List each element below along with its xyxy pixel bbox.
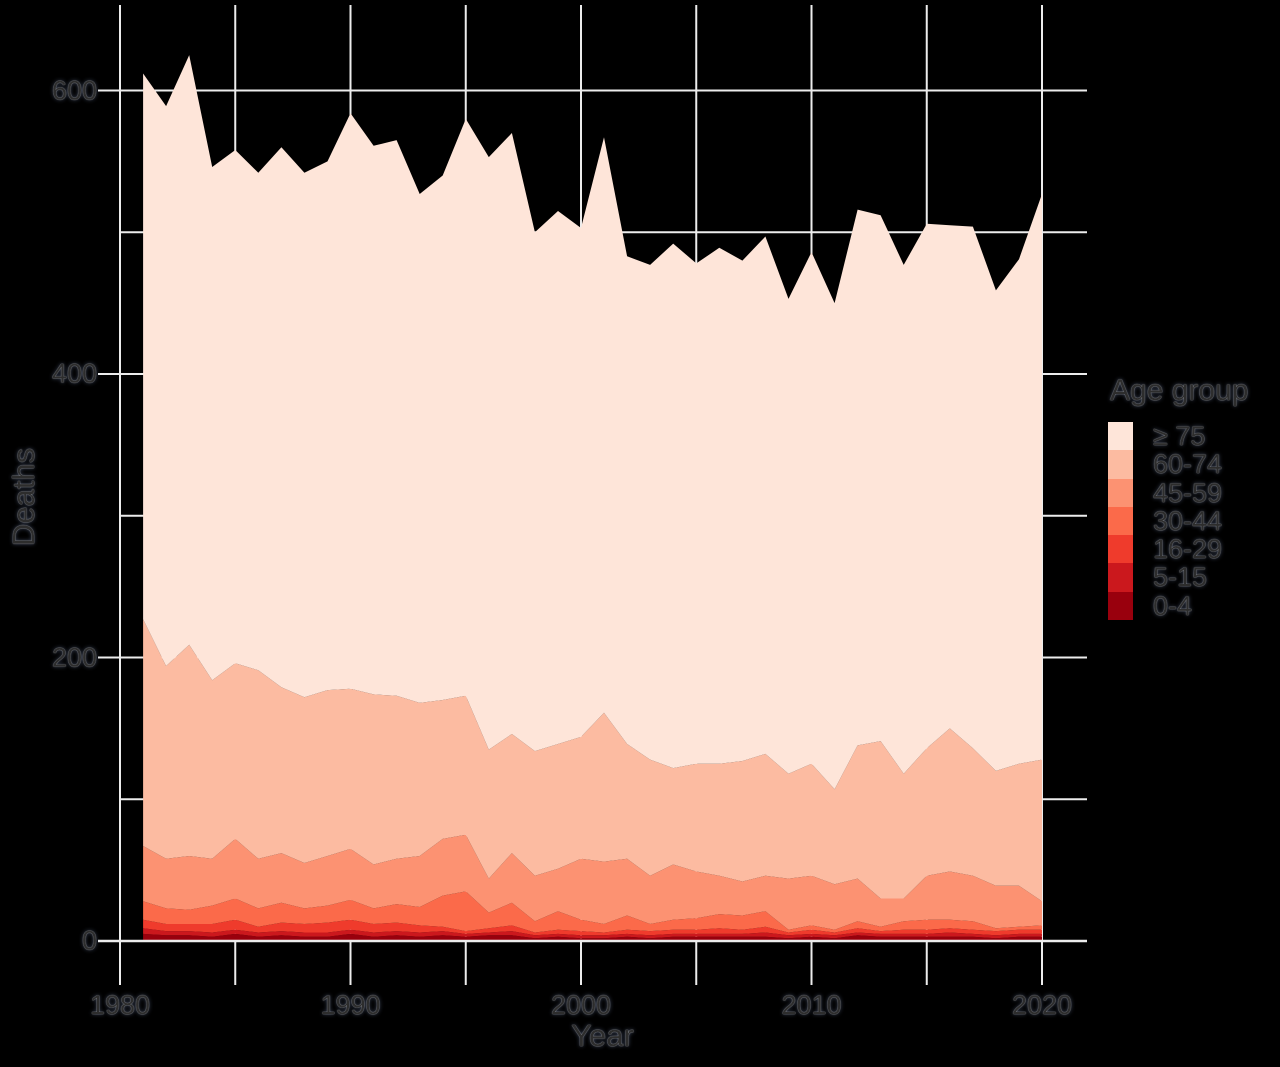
legend-item-60-74: 60-74 bbox=[1108, 449, 1248, 480]
legend-swatch-0-4 bbox=[1108, 591, 1133, 621]
area-band-≥ 75 bbox=[143, 55, 1043, 790]
legend-label-5-15: 5-15 bbox=[1153, 562, 1208, 593]
legend-label-16-29: 16-29 bbox=[1153, 534, 1223, 565]
legend-label-≥ 75: ≥ 75 bbox=[1153, 421, 1206, 451]
area-band-45-59 bbox=[143, 834, 1043, 930]
legend-swatch-30-44 bbox=[1108, 506, 1133, 536]
y-axis-title: Deaths bbox=[6, 447, 41, 547]
legend-swatch-60-74 bbox=[1108, 450, 1133, 479]
legend-title: Age group bbox=[1110, 374, 1249, 407]
legend-label-30-44: 30-44 bbox=[1153, 505, 1223, 536]
legend-rows: ≥ 75 60-74 45-59 30-44 16-29 5-15 0-4 bbox=[1108, 422, 1248, 620]
legend-label-45-59: 45-59 bbox=[1153, 477, 1223, 508]
legend-item-5-15: 5-15 bbox=[1108, 562, 1248, 593]
area-band-5-15 bbox=[143, 928, 1043, 939]
area-band-16-29 bbox=[143, 919, 1043, 936]
x-tick-label-2010: 2010 bbox=[781, 990, 842, 1020]
y-tick-label-200: 200 bbox=[51, 642, 97, 672]
y-tick-label-600: 600 bbox=[51, 75, 97, 105]
x-tick-label-1980: 1980 bbox=[89, 990, 151, 1020]
area-band-0-4 bbox=[143, 933, 1043, 941]
y-tick-label-0: 0 bbox=[81, 925, 97, 956]
legend-item-45-59: 45-59 bbox=[1108, 477, 1248, 508]
legend-item-0-4: 0-4 bbox=[1108, 590, 1248, 621]
x-tick-label-2000: 2000 bbox=[550, 990, 612, 1020]
area-band-30-44 bbox=[143, 891, 1043, 933]
x-tick-label-2020: 2020 bbox=[1011, 990, 1073, 1020]
legend-item-≥ 75: ≥ 75 bbox=[1108, 422, 1248, 450]
legend-swatch-≥ 75 bbox=[1108, 422, 1133, 451]
legend: Age group ≥ 75 60-74 45-59 30-44 16-29 5-15 0-… bbox=[1108, 374, 1248, 620]
legend-swatch-45-59 bbox=[1108, 478, 1133, 507]
area-bands bbox=[143, 55, 1043, 941]
legend-swatch-16-29 bbox=[1108, 535, 1133, 564]
area-band-60-74 bbox=[143, 619, 1043, 902]
x-axis-title: Year bbox=[571, 1018, 634, 1053]
y-tick-label-400: 400 bbox=[51, 358, 97, 389]
legend-item-16-29: 16-29 bbox=[1108, 535, 1248, 563]
x-tick-label-1990: 1990 bbox=[320, 990, 381, 1020]
axis-ticks bbox=[119, 941, 1043, 985]
legend-label-60-74: 60-74 bbox=[1153, 449, 1223, 480]
legend-swatch-5-15 bbox=[1108, 563, 1133, 592]
legend-label-0-4: 0-4 bbox=[1153, 590, 1193, 621]
legend-item-30-44: 30-44 bbox=[1108, 507, 1248, 535]
